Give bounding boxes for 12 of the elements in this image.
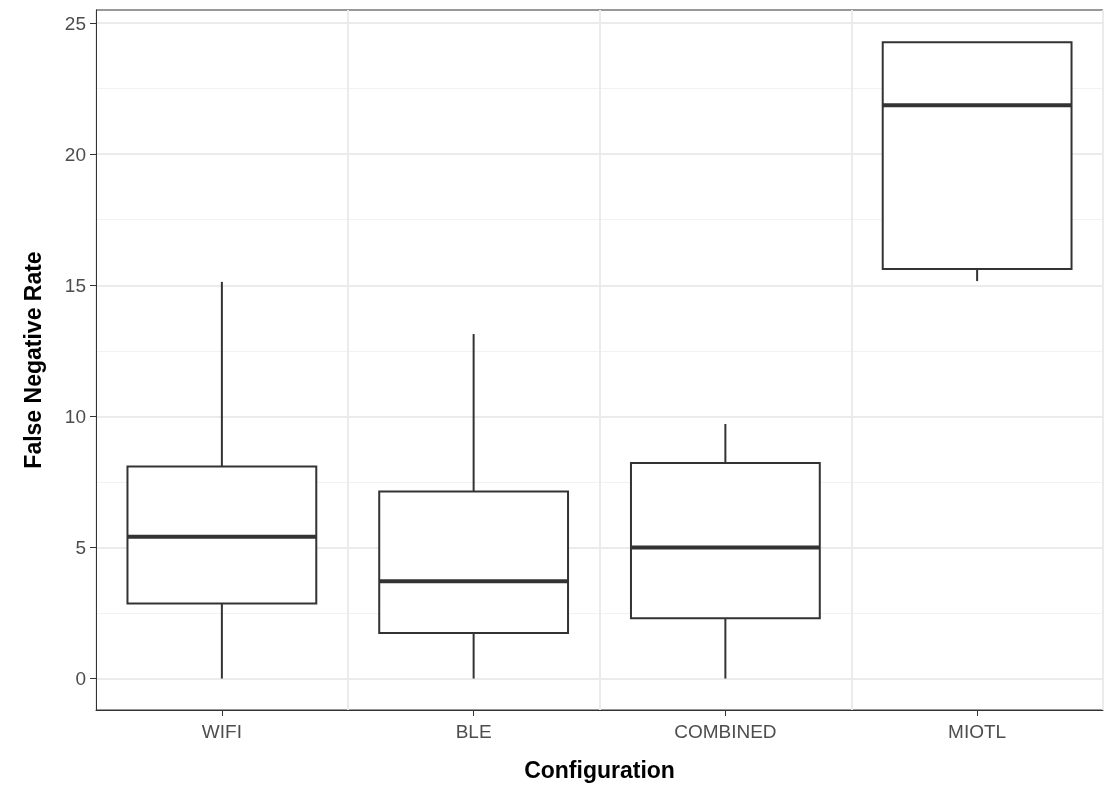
x-tick-label: MIOTL (948, 721, 1007, 742)
y-tick-label: 15 (64, 274, 86, 296)
y-tick-label: 10 (64, 405, 86, 427)
x-tick-label: COMBINED (674, 721, 777, 742)
y-axis-title: False Negative Rate (19, 251, 46, 469)
x-axis-title: Configuration (524, 756, 675, 783)
y-tick-label: 0 (75, 668, 86, 690)
y-tick-label: 20 (64, 143, 86, 165)
y-tick-label: 25 (64, 12, 86, 34)
y-tick-label: 5 (75, 536, 86, 558)
x-tick-label: WIFI (201, 721, 242, 742)
x-tick-label: BLE (455, 721, 492, 742)
